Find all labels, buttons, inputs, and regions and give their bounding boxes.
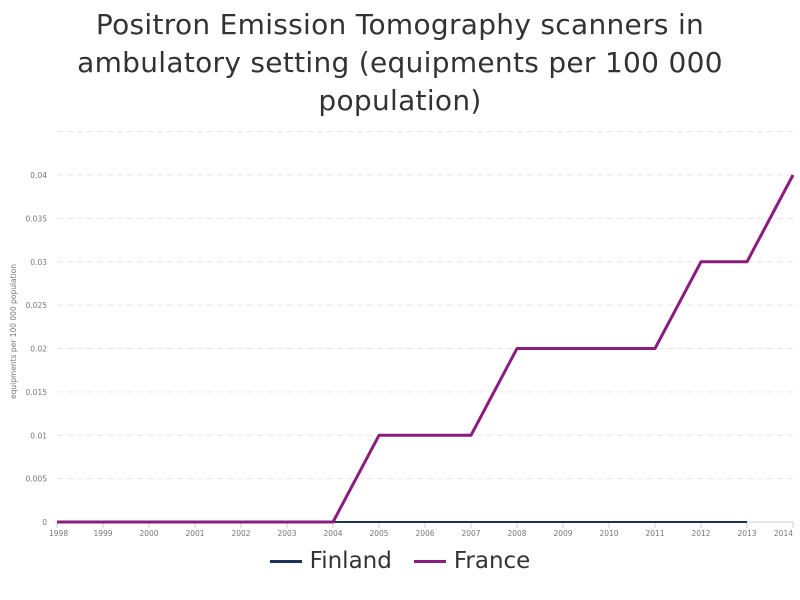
x-tick-label: 2008	[507, 529, 526, 538]
x-tick-label: 2003	[277, 529, 296, 538]
x-tick-label: 2011	[645, 529, 664, 538]
chart-legend: Finland France	[0, 548, 800, 574]
legend-item-finland[interactable]: Finland	[269, 548, 392, 574]
series-line-france	[57, 174, 795, 524]
y-tick-label: 0	[42, 518, 47, 527]
x-tick-label: 2004	[323, 529, 342, 538]
line-chart: 0 0.005 0.01 0.015 0.02 0.025 0.03 0.035 0.04 199…	[9, 131, 795, 538]
legend-label: Finland	[309, 548, 392, 574]
x-tick-label: 2010	[599, 529, 618, 538]
y-tick-label: 0.015	[26, 388, 48, 397]
legend-swatch	[413, 559, 446, 563]
chart-title-line-3: population)	[318, 84, 482, 117]
y-tick-label: 0.02	[30, 345, 47, 354]
x-tick-label: 2005	[369, 529, 388, 538]
x-tick-label: 2001	[185, 529, 204, 538]
y-tick-label: 0.01	[30, 431, 47, 440]
x-tick-label: 2002	[231, 529, 250, 538]
x-tick-label: 1998	[49, 529, 68, 538]
legend-item-france[interactable]: France	[413, 548, 531, 574]
x-tick-label: 2014	[774, 529, 793, 538]
x-tick-label: 2007	[461, 529, 480, 538]
y-tick-label: 0.03	[30, 258, 47, 267]
x-tick-label: 2009	[553, 529, 572, 538]
x-tick-label: 2012	[691, 529, 710, 538]
legend-swatch	[269, 559, 302, 563]
y-tick-label: 0.04	[30, 171, 47, 180]
x-tick-label: 2013	[737, 529, 756, 538]
chart-title-line-1: Positron Emission Tomography scanners in	[95, 8, 705, 41]
legend-label: France	[453, 548, 531, 574]
y-tick-label: 0.025	[26, 301, 48, 310]
y-tick-label: 0.005	[26, 475, 48, 484]
y-tick-label: 0.035	[26, 214, 48, 223]
y-axis-title: equipments per 100 000 population	[9, 264, 18, 399]
chart-title-line-2: ambulatory setting (equipments per 100 0…	[77, 46, 723, 79]
x-tick-label: 2006	[415, 529, 434, 538]
chart-title: Positron Emission Tomography scanners in…	[0, 6, 800, 120]
x-tick-label: 2000	[139, 529, 158, 538]
x-tick-label: 1999	[93, 529, 112, 538]
